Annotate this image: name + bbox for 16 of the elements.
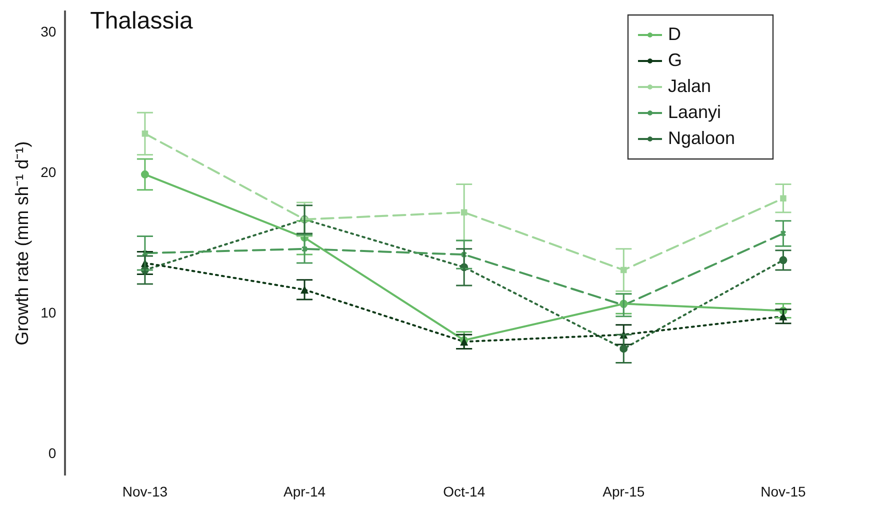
y-tick-label: 0 <box>48 444 56 461</box>
legend-label: Laanyi <box>668 102 722 122</box>
y-tick-label: 20 <box>40 164 56 180</box>
legend-label: Jalan <box>668 76 712 96</box>
x-tick-label: Nov-13 <box>122 483 168 500</box>
legend-label: G <box>668 50 682 70</box>
x-tick-label: Nov-15 <box>760 483 806 500</box>
legend-label: Ngaloon <box>668 128 736 148</box>
y-tick-label: 30 <box>40 23 56 40</box>
y-tick-label: 10 <box>40 304 56 320</box>
x-tick-label: Apr-14 <box>284 483 326 500</box>
legend-label: D <box>668 24 681 44</box>
chart-title: Thalassia <box>90 8 194 35</box>
x-tick-label: Apr-15 <box>602 483 645 500</box>
x-tick-label: Oct-14 <box>443 483 486 500</box>
y-axis-title: Growth rate (mm sh⁻¹ d⁻¹) <box>12 141 32 346</box>
